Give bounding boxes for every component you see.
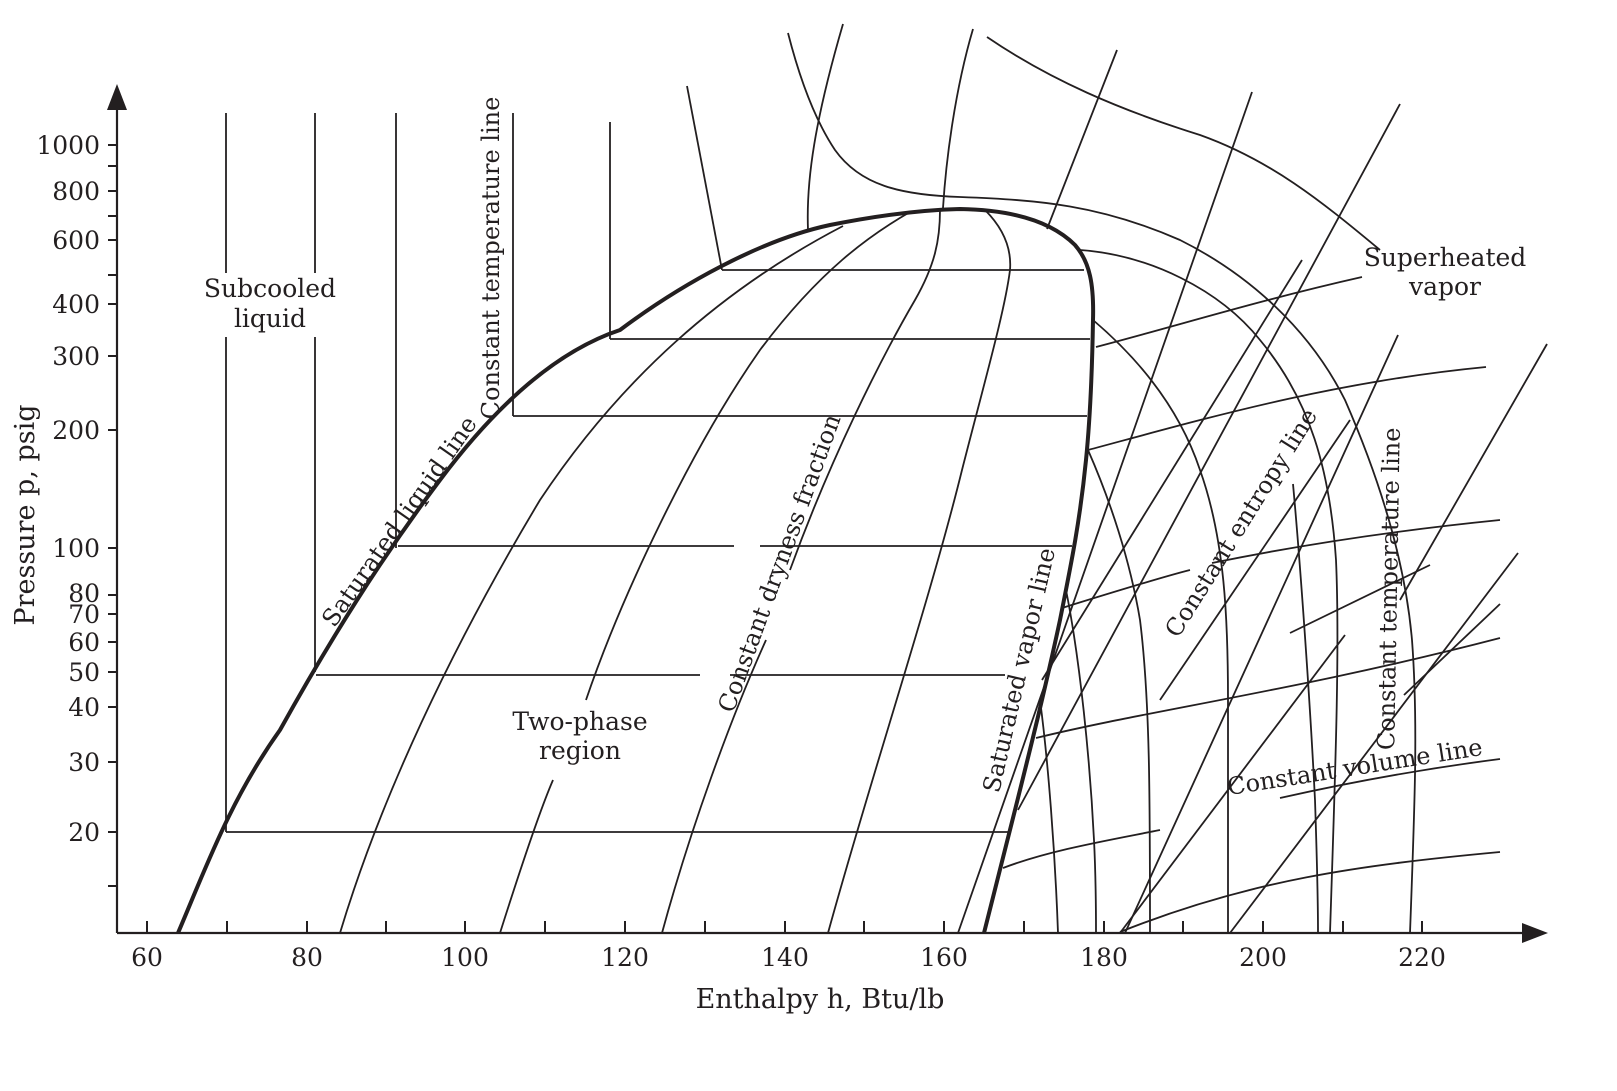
x-ticks [146,921,1423,933]
constant-volume-curves [1002,276,1501,933]
superheated-vapor-label-2: vapor [1408,272,1481,301]
x-axis-arrow-icon [1522,923,1548,943]
y-tick-30: 30 [68,748,100,777]
x-axis-title: Enthalpy h, Btu/lb [696,984,945,1015]
constant-dryness-curves [339,209,1012,934]
constant-temperature-label-left: Constant temperature line [477,97,505,420]
x-tick-200: 200 [1239,943,1287,972]
two-phase-isobars [226,269,1090,833]
x-tick-140: 140 [761,943,809,972]
y-tick-200: 200 [52,416,100,445]
constant-entropy-lines [957,91,1548,934]
y-tick-1000: 1000 [36,131,100,160]
y-tick-400: 400 [52,290,100,319]
y-tick-50: 50 [68,658,100,687]
subcooled-liquid-label-1: Subcooled [204,274,336,303]
constant-dryness-fraction-label: Constant dryness fraction [712,411,846,717]
y-tick-40: 40 [68,693,100,722]
two-phase-region-label-1: Two-phase [512,707,647,736]
x-tick-80: 80 [291,943,323,972]
constant-temperature-label-right: Constant temperature line [1372,427,1406,750]
y-tick-labels: 1000 800 600 400 300 200 100 80 70 60 50… [36,131,100,847]
y-tick-20: 20 [68,818,100,847]
saturated-liquid-line-label: Saturated liquid line [316,411,483,632]
x-tick-220: 220 [1398,943,1446,972]
x-tick-120: 120 [601,943,649,972]
x-tick-labels: 60 80 100 120 140 160 180 200 220 [131,943,1446,972]
y-tick-80: 80 [68,579,100,608]
superheated-vapor-label-1: Superheated [1364,243,1527,272]
upper-isotherms [686,23,1417,934]
y-ticks [108,144,117,887]
x-tick-180: 180 [1080,943,1128,972]
two-phase-region-label-2: region [539,736,621,765]
y-tick-300: 300 [52,342,100,371]
subcooled-isotherms [225,113,611,832]
y-tick-800: 800 [52,177,100,206]
x-tick-60: 60 [131,943,163,972]
y-tick-60: 60 [68,628,100,657]
y-tick-100: 100 [52,534,100,563]
superheated-isotherms [1039,249,1339,934]
y-axis-arrow-icon [107,84,127,110]
y-tick-70: 70 [68,600,100,629]
y-tick-600: 600 [52,226,100,255]
region-labels: Subcooled liquid Two-phase region Superh… [204,243,1526,765]
y-axis-title: Pressure p, psig [10,404,41,625]
axes: 1000 800 600 400 300 200 100 80 70 60 50… [10,84,1548,1015]
constant-entropy-line-label: Constant entropy line [1159,403,1323,642]
subcooled-liquid-label-2: liquid [234,304,306,333]
saturated-liquid-line [176,206,1096,934]
x-tick-100: 100 [441,943,489,972]
x-tick-160: 160 [920,943,968,972]
